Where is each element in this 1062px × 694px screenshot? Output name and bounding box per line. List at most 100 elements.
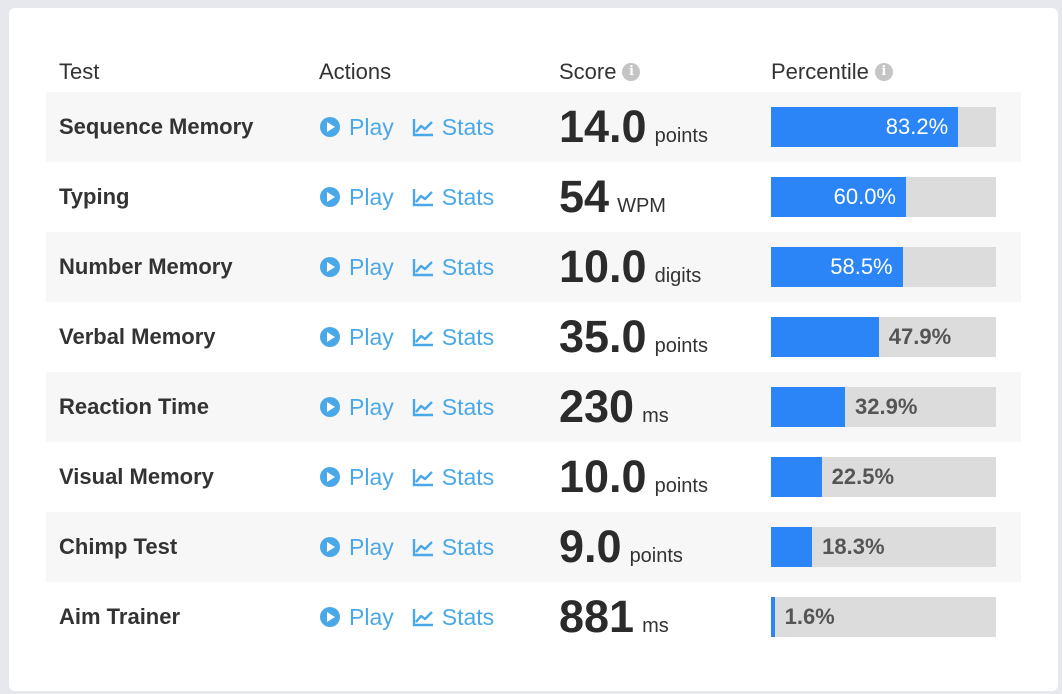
- stats-label: Stats: [441, 183, 495, 210]
- play-label: Play: [349, 393, 394, 420]
- chart-line-icon: [412, 469, 433, 487]
- stats-button[interactable]: Stats: [412, 464, 494, 491]
- test-name: Visual Memory: [59, 464, 214, 489]
- percentile-label: 47.9%: [888, 324, 952, 349]
- score-value: 9.0: [559, 521, 622, 572]
- percentile-label: 18.3%: [822, 534, 885, 559]
- table-row: Reaction Time Play Stats 230 ms: [46, 372, 1021, 442]
- percentile-bar: 58.5%: [771, 247, 996, 287]
- score-unit: ms: [642, 615, 669, 637]
- score-unit: ms: [642, 405, 669, 427]
- score-value: 35.0: [559, 311, 647, 362]
- percentile-bar-fill: [771, 457, 822, 497]
- play-button[interactable]: Play: [319, 464, 394, 491]
- play-button[interactable]: Play: [319, 254, 394, 281]
- score-unit: digits: [654, 265, 702, 287]
- percentile-bar: 18.3%: [771, 527, 996, 567]
- test-name: Chimp Test: [59, 534, 178, 559]
- percentile-bar-fill: [771, 177, 906, 217]
- header-percentile: Percentile i: [771, 59, 1021, 85]
- play-icon: [320, 607, 340, 627]
- play-label: Play: [349, 323, 394, 350]
- percentile-bar: 22.5%: [771, 457, 996, 497]
- percentile-bar: 47.9%: [771, 317, 996, 357]
- play-button[interactable]: Play: [319, 184, 394, 211]
- chart-line-icon: [412, 609, 433, 627]
- play-button[interactable]: Play: [319, 394, 394, 421]
- stats-label: Stats: [441, 603, 495, 630]
- play-button[interactable]: Play: [319, 114, 394, 141]
- play-icon: [320, 117, 340, 137]
- stats-label: Stats: [441, 463, 495, 490]
- percentile-label: 58.5%: [830, 254, 893, 279]
- test-name: Reaction Time: [59, 394, 209, 419]
- table-row: Aim Trainer Play Stats 881 ms: [46, 582, 1021, 652]
- play-label: Play: [349, 183, 394, 210]
- header-score-label: Score: [559, 59, 617, 84]
- stats-button[interactable]: Stats: [412, 534, 494, 561]
- percentile-label: 32.9%: [855, 394, 918, 419]
- score-info-icon[interactable]: i: [622, 63, 641, 81]
- percentile-label: 60.0%: [833, 184, 896, 209]
- score-value: 10.0: [559, 241, 647, 292]
- chart-line-icon: [412, 539, 433, 557]
- chart-line-icon: [412, 119, 433, 137]
- header-actions: Actions: [319, 59, 559, 85]
- percentile-bar-fill: [771, 597, 775, 637]
- stats-label: Stats: [441, 323, 495, 350]
- stats-button[interactable]: Stats: [412, 394, 494, 421]
- score-unit: points: [654, 125, 708, 147]
- score-value: 881: [559, 591, 635, 642]
- score-value: 14.0: [559, 101, 647, 152]
- percentile-label: 1.6%: [784, 604, 835, 629]
- stats-button[interactable]: Stats: [412, 604, 494, 631]
- stats-label: Stats: [441, 113, 495, 140]
- play-label: Play: [349, 533, 394, 560]
- score-value: 10.0: [559, 451, 647, 502]
- percentile-bar-fill: [771, 107, 959, 147]
- chart-line-icon: [412, 329, 433, 347]
- percentile-label: 83.2%: [885, 114, 949, 139]
- play-button[interactable]: Play: [319, 534, 394, 561]
- table-header: Test Actions Score i Percentile i: [46, 52, 1021, 92]
- percentile-bar-fill: [771, 387, 846, 427]
- play-icon: [320, 467, 340, 487]
- percentile-bar: 83.2%: [771, 107, 996, 147]
- percentile-info-icon[interactable]: i: [874, 63, 893, 81]
- play-icon: [320, 537, 340, 557]
- results-table: Test Actions Score i Percentile i Sequen…: [46, 52, 1021, 652]
- stats-button[interactable]: Stats: [412, 184, 494, 211]
- percentile-label: 22.5%: [831, 464, 895, 489]
- stats-button[interactable]: Stats: [412, 254, 494, 281]
- percentile-bar-fill: [771, 247, 903, 287]
- play-icon: [320, 257, 340, 277]
- test-name: Typing: [59, 184, 130, 209]
- table-row: Chimp Test Play Stats 9.0 points: [46, 512, 1021, 582]
- percentile-bar: 1.6%: [771, 597, 996, 637]
- percentile-bar-fill: [771, 527, 813, 567]
- test-name: Sequence Memory: [59, 114, 254, 139]
- score-unit: WPM: [617, 195, 666, 217]
- play-icon: [320, 327, 340, 347]
- test-name: Number Memory: [59, 254, 233, 279]
- stats-button[interactable]: Stats: [412, 324, 494, 351]
- table-row: Typing Play Stats 54 WPM: [46, 162, 1021, 232]
- header-actions-label: Actions: [319, 59, 392, 84]
- table-body: Sequence Memory Play Stats 14.0 points: [46, 92, 1021, 652]
- results-card: Test Actions Score i Percentile i Sequen…: [9, 8, 1058, 691]
- header-percentile-label: Percentile: [771, 59, 869, 84]
- stats-button[interactable]: Stats: [412, 114, 494, 141]
- play-button[interactable]: Play: [319, 604, 394, 631]
- percentile-bar: 32.9%: [771, 387, 996, 427]
- play-label: Play: [349, 603, 394, 630]
- play-button[interactable]: Play: [319, 324, 394, 351]
- play-label: Play: [349, 113, 394, 140]
- chart-line-icon: [412, 399, 433, 417]
- table-row: Visual Memory Play Stats 10.0 points: [46, 442, 1021, 512]
- play-label: Play: [349, 253, 394, 280]
- play-icon: [320, 397, 340, 417]
- header-score: Score i: [559, 59, 771, 85]
- table-row: Sequence Memory Play Stats 14.0 points: [46, 92, 1021, 162]
- percentile-bar-fill: [771, 317, 879, 357]
- stats-label: Stats: [441, 393, 495, 420]
